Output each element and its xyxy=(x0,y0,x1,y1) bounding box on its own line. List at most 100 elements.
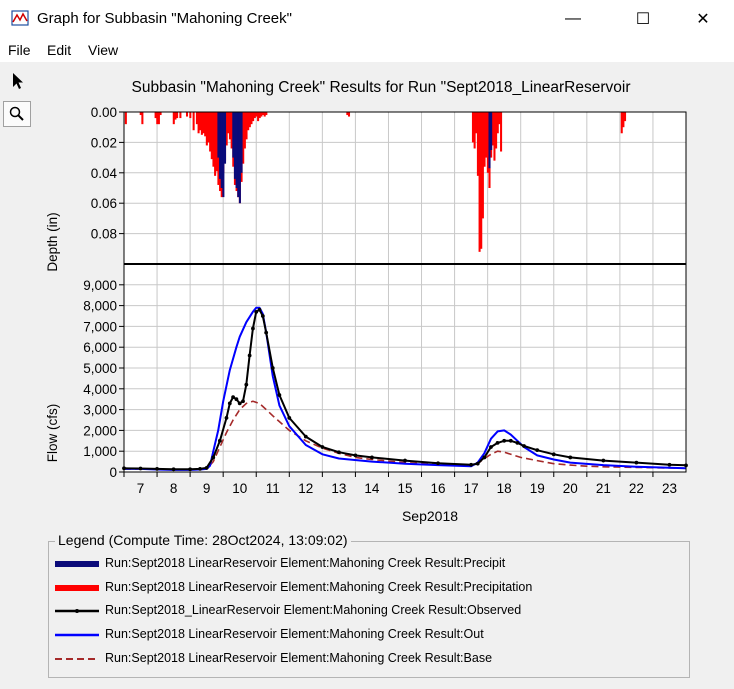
precipitation-bar xyxy=(498,112,501,125)
close-button[interactable]: ✕ xyxy=(680,0,726,38)
precipitation-bar xyxy=(347,112,351,117)
observed-marker xyxy=(251,326,255,331)
precipitation-bar xyxy=(172,112,175,125)
precipitation-bar xyxy=(139,112,142,116)
precipitation-bar xyxy=(200,112,203,135)
precipitation-bar xyxy=(243,112,246,149)
x-tick-label: 17 xyxy=(464,481,479,496)
base-line xyxy=(124,400,687,471)
legend-swatch-out xyxy=(55,633,99,637)
flow-tick-label: 6,000 xyxy=(83,340,117,355)
precipitation-bar xyxy=(493,112,496,161)
x-tick-label: 21 xyxy=(596,481,611,496)
observed-marker xyxy=(489,445,493,449)
axes xyxy=(119,111,687,477)
observed-marker xyxy=(171,467,176,472)
menu-file[interactable]: File xyxy=(8,42,31,58)
precipitation-bar xyxy=(478,112,481,252)
minimize-button[interactable]: — xyxy=(550,0,596,38)
legend-swatch-precip xyxy=(55,561,99,567)
observed-marker xyxy=(198,466,202,471)
observed-marker xyxy=(634,460,639,465)
precipitation-bar xyxy=(189,112,192,119)
precipitation-bar xyxy=(496,112,499,134)
observed-marker xyxy=(475,461,480,466)
precipitation-bar xyxy=(185,112,189,117)
precipitation-bar xyxy=(346,112,349,116)
chart: Subbasin "Mahoning Creek" Results for Ru… xyxy=(45,79,688,524)
flow-tick-label: 3,000 xyxy=(83,403,117,418)
observed-marker xyxy=(257,307,262,312)
flow-axis-label: Flow (cfs) xyxy=(45,404,60,463)
flow-tick-label: 9,000 xyxy=(83,278,117,293)
menu-view[interactable]: View xyxy=(88,42,119,58)
x-tick-label: 14 xyxy=(364,481,380,496)
legend-swatch-observed xyxy=(55,609,99,613)
precipitation-bar xyxy=(480,112,483,249)
precipitation-bar xyxy=(228,112,232,140)
precipitation-bar xyxy=(214,112,217,176)
magnifier-icon xyxy=(9,106,24,121)
legend-swatch-precipitation xyxy=(55,585,99,591)
precipitation-bar xyxy=(174,112,177,120)
precipitation-bar xyxy=(473,112,476,149)
flow-tick-label: 5,000 xyxy=(83,361,117,376)
precipitation-bar xyxy=(179,112,182,119)
title-bar: Graph for Subbasin "Mahoning Creek" — ☐ … xyxy=(0,0,734,38)
precipitation-bar xyxy=(495,112,498,149)
precipitation-bar xyxy=(475,112,478,134)
precipitation-bar xyxy=(247,112,250,131)
precipitation-bar xyxy=(212,112,215,167)
minimize-icon: — xyxy=(565,10,581,27)
maximize-button[interactable]: ☐ xyxy=(620,0,666,38)
precip-bar xyxy=(233,112,236,179)
depth-tick-label: 0.06 xyxy=(91,196,117,211)
legend-label-base: Run:Sept2018 LinearReservoir Element:Mah… xyxy=(105,651,493,665)
chart-title: Subbasin "Mahoning Creek" Results for Ru… xyxy=(131,79,630,96)
observed-marker xyxy=(217,438,222,443)
observed-marker xyxy=(535,448,540,453)
precipitation-bar xyxy=(265,112,268,116)
precipitation-bar xyxy=(252,112,255,122)
observed-marker xyxy=(551,452,556,457)
precip-bar xyxy=(488,112,491,169)
precipitation-bar xyxy=(486,112,489,173)
zoom-tool-button[interactable] xyxy=(3,101,31,127)
precipitation-bar xyxy=(197,112,200,134)
observed-marker xyxy=(370,455,374,460)
x-tick-label: 10 xyxy=(232,481,247,496)
precip-bar xyxy=(490,112,493,150)
close-icon: ✕ xyxy=(696,11,710,28)
depth-tick-label: 0.00 xyxy=(91,105,117,120)
observed-marker xyxy=(482,455,487,460)
legend-swatch-base xyxy=(55,658,99,660)
observed-marker xyxy=(522,444,526,448)
pointer-tool-button[interactable] xyxy=(3,68,31,94)
x-tick-label: 7 xyxy=(137,481,145,496)
observed-marker xyxy=(241,399,245,404)
observed-marker xyxy=(270,366,275,370)
flow-tick-label: 4,000 xyxy=(83,382,117,397)
precip-bar xyxy=(232,112,235,158)
precipitation-bar xyxy=(483,112,486,167)
precipitation-bar xyxy=(210,112,213,160)
x-tick-label: 9 xyxy=(203,481,211,496)
observed-marker xyxy=(237,401,242,406)
pointer-arrow-icon xyxy=(13,73,23,89)
depth-axis-label: Depth (in) xyxy=(45,212,60,271)
x-tick-label: 12 xyxy=(298,481,313,496)
precip-bar xyxy=(240,112,243,173)
observed-marker xyxy=(188,467,193,472)
observed-marker xyxy=(303,434,308,439)
legend-entry-base: Run:Sept2018 LinearReservoir Element:Mah… xyxy=(55,649,675,669)
precipitation-bar xyxy=(124,112,127,125)
flow-tick-label: 7,000 xyxy=(83,319,117,334)
x-tick-label: 8 xyxy=(170,481,178,496)
observed-marker xyxy=(403,458,407,463)
observed-marker xyxy=(515,440,520,445)
precipitation-bar xyxy=(500,112,503,152)
depth-gridlines xyxy=(123,111,686,264)
menu-bar: File Edit View xyxy=(0,38,734,63)
legend-entry-observed: Run:Sept2018_LinearReservoir Element:Mah… xyxy=(55,601,675,621)
menu-edit[interactable]: Edit xyxy=(47,42,72,58)
